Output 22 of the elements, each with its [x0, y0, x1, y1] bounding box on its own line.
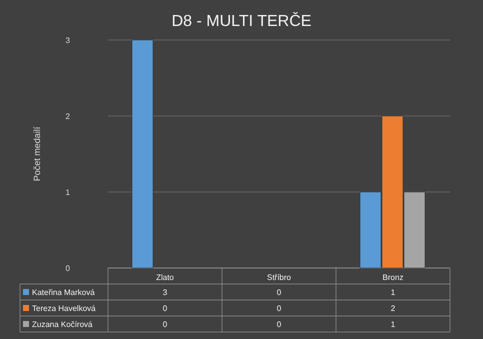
x-tick-label: Stříbro: [266, 273, 292, 282]
data-label: 1: [390, 288, 396, 297]
data-label: 0: [276, 288, 282, 297]
y-axis-title: Počet medailí: [32, 126, 42, 182]
data-label: 3: [162, 288, 168, 297]
bar: [132, 40, 154, 268]
x-tick-label: Zlato: [156, 273, 174, 282]
data-label: 0: [162, 304, 168, 313]
legend-label: Kateřina Marková: [32, 288, 96, 297]
data-label: 0: [276, 320, 282, 329]
y-tick-label: 0: [66, 264, 71, 273]
data-label: 2: [390, 304, 396, 313]
x-tick-label: Bronz: [382, 273, 404, 282]
data-label: 1: [390, 320, 396, 329]
legend-label: Tereza Havelková: [32, 304, 96, 313]
legend-label: Zuzana Kočírová: [32, 320, 94, 329]
y-tick-label: 3: [66, 36, 71, 45]
data-label: 0: [162, 320, 168, 329]
y-tick-label: 1: [66, 188, 71, 197]
y-tick-label: 2: [66, 112, 71, 121]
chart-title: D8 - MULTI TERČE: [172, 12, 312, 30]
data-label: 0: [276, 304, 282, 313]
